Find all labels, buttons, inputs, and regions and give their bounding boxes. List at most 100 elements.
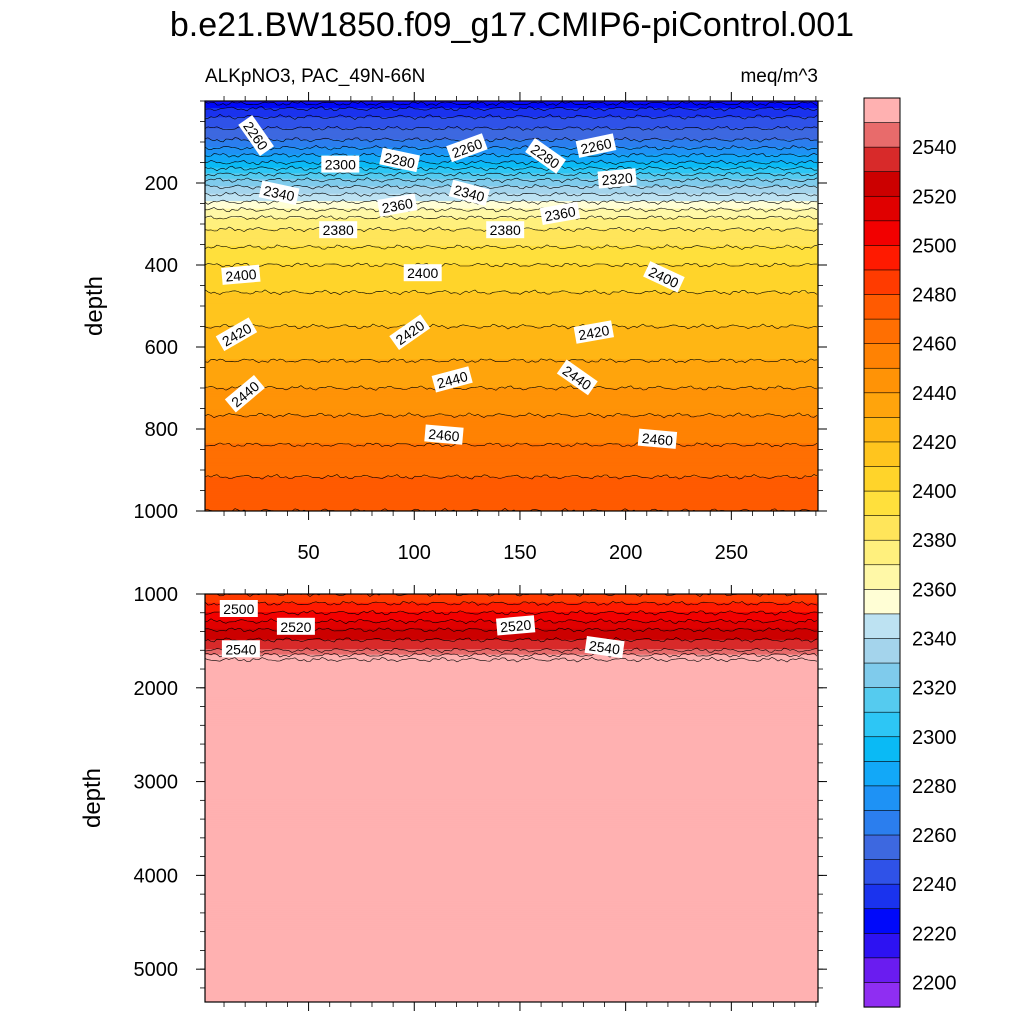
fill-band xyxy=(205,374,818,378)
fill-band xyxy=(205,823,818,827)
fill-band xyxy=(205,439,818,443)
y-tick-label: 800 xyxy=(145,419,178,441)
colorbar-swatch xyxy=(863,883,901,910)
fill-band xyxy=(205,378,818,382)
fill-band xyxy=(205,595,818,599)
fill-band xyxy=(205,359,818,363)
fill-band xyxy=(205,988,818,992)
contour-label-text: 2540 xyxy=(588,637,621,657)
contour-label-box xyxy=(377,193,418,217)
fill-band xyxy=(205,871,818,875)
contour-line xyxy=(205,412,818,419)
fill-band xyxy=(205,495,818,499)
contour-label-text: 2360 xyxy=(381,195,415,216)
fill-band xyxy=(205,292,818,296)
fill-band xyxy=(205,910,818,914)
fill-band xyxy=(205,804,818,808)
contour-label: 2360 xyxy=(377,193,418,217)
contour-label-box xyxy=(573,320,615,344)
fill-band xyxy=(205,599,818,602)
fill-band xyxy=(205,747,818,751)
x-tick-label: 100 xyxy=(398,542,431,564)
contour-label-text: 2400 xyxy=(225,266,258,285)
colorbar-swatch xyxy=(863,932,901,959)
fill-band xyxy=(205,257,818,260)
fill-band xyxy=(205,195,818,199)
fill-band xyxy=(205,951,818,955)
fill-band xyxy=(205,277,818,281)
fill-band xyxy=(205,478,818,482)
contour-label-box xyxy=(584,635,625,659)
fill-band xyxy=(205,122,818,126)
fill-band xyxy=(205,381,818,385)
contour-line xyxy=(205,385,818,391)
colorbar-swatch xyxy=(863,515,901,541)
fill-band xyxy=(205,342,818,346)
fill-band xyxy=(205,471,818,475)
fill-band xyxy=(205,675,818,678)
fill-band xyxy=(205,754,818,758)
fill-band xyxy=(205,361,818,365)
fill-band xyxy=(205,752,818,756)
fill-band xyxy=(205,148,818,152)
fill-band xyxy=(205,484,818,488)
fill-band xyxy=(205,715,818,719)
contour-label-text: 2420 xyxy=(577,322,611,343)
fill-band xyxy=(205,947,818,951)
fill-band xyxy=(205,493,818,497)
fill-band xyxy=(205,363,818,367)
fill-band xyxy=(205,128,818,132)
contour-label-text: 2520 xyxy=(280,619,311,635)
contour-line xyxy=(205,244,818,251)
fill-band xyxy=(205,702,818,706)
fill-band xyxy=(205,743,818,747)
fill-band xyxy=(205,847,818,851)
fill-band xyxy=(205,803,818,806)
fill-band xyxy=(205,329,818,333)
contour-label: 2460 xyxy=(637,428,678,449)
colorbar-swatch xyxy=(863,539,901,566)
colorbar-swatch xyxy=(863,97,901,124)
fill-band xyxy=(205,643,818,647)
fill-band xyxy=(205,819,818,823)
fill-band xyxy=(205,912,818,916)
colorbar-swatch xyxy=(863,711,901,738)
chart-units: meq/m^3 xyxy=(740,66,818,87)
fill-band xyxy=(205,352,818,355)
fill-band xyxy=(205,945,818,949)
colorbar-label: 2280 xyxy=(912,776,957,798)
fill-band xyxy=(205,285,818,288)
fill-band xyxy=(205,475,818,478)
fill-band xyxy=(205,126,818,130)
colorbar: 2540 2520 2500 2480 2460 2440 2420 2400 2380 2360… xyxy=(863,97,957,1008)
fill-band xyxy=(205,921,818,925)
lower-panel-contour-labels: 2500 2520 2520 2540 2540 xyxy=(219,600,625,659)
fill-band xyxy=(205,154,818,158)
fill-band xyxy=(205,294,818,298)
fill-band xyxy=(205,982,818,986)
fill-band xyxy=(205,842,818,845)
colorbar-swatch xyxy=(863,122,901,148)
contour-label-text: 2360 xyxy=(543,203,577,224)
fill-band xyxy=(205,925,818,929)
colorbar-swatch xyxy=(863,564,901,590)
fill-band xyxy=(205,997,818,1001)
fill-band xyxy=(205,463,818,467)
fill-band xyxy=(205,139,818,143)
contour-line xyxy=(205,159,818,166)
fill-band xyxy=(205,899,818,903)
y-tick-label: 1000 xyxy=(134,501,179,523)
fill-band xyxy=(205,119,818,122)
y-tick-label: 4000 xyxy=(134,865,179,887)
fill-band xyxy=(205,730,818,734)
fill-band xyxy=(205,856,818,860)
fill-band xyxy=(205,271,818,275)
fill-band xyxy=(205,597,818,601)
fill-band xyxy=(205,270,818,273)
contour-label: 2380 xyxy=(486,221,525,239)
contour-label: 2460 xyxy=(424,424,464,445)
y-tick-label: 600 xyxy=(145,337,178,359)
fill-band xyxy=(205,903,818,907)
colorbar-swatch xyxy=(863,736,901,762)
fill-band xyxy=(205,688,818,691)
